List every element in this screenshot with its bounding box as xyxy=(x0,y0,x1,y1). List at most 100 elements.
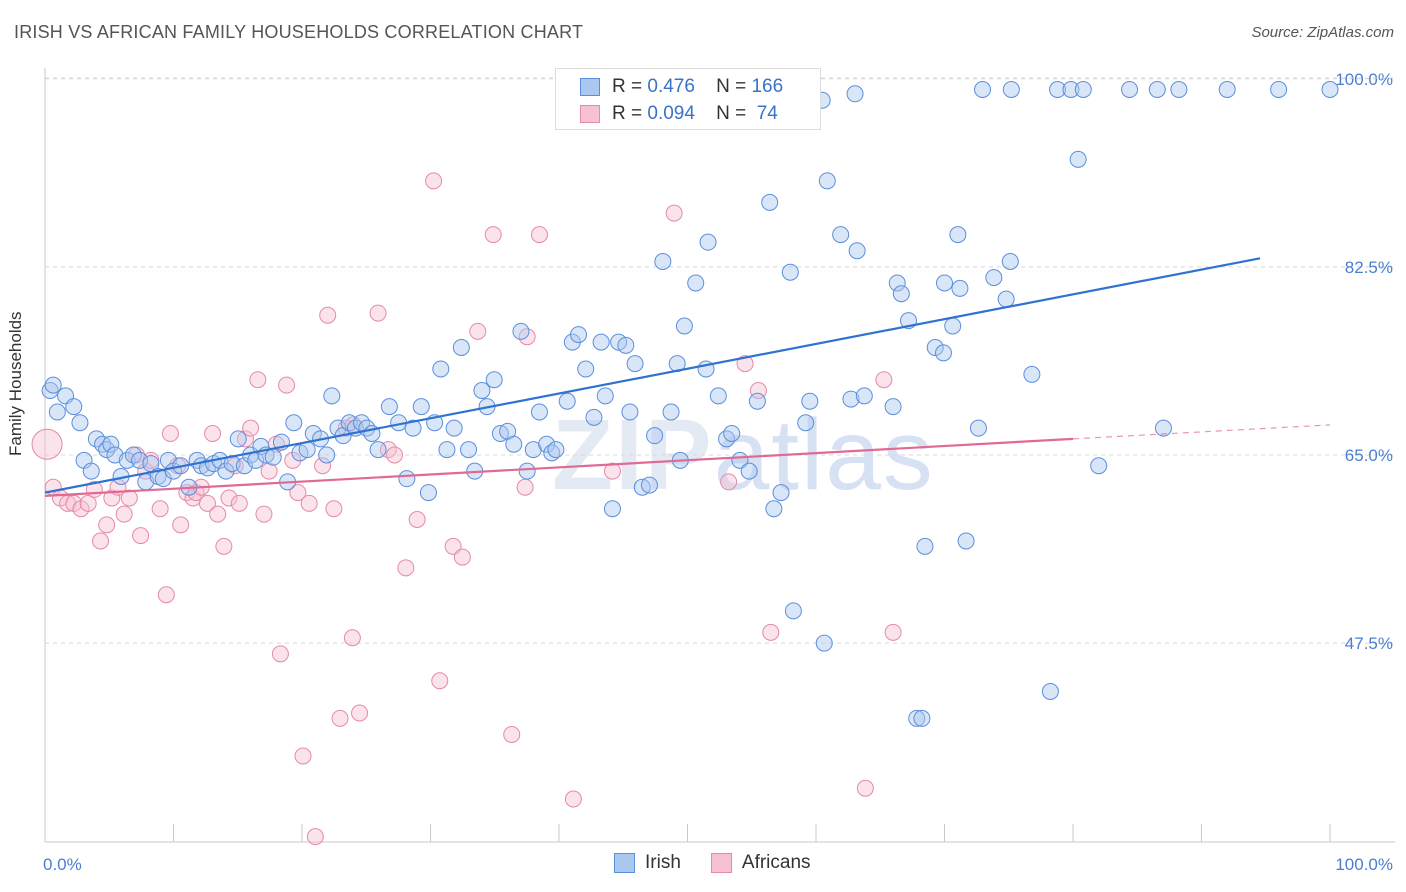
legend-label-irish: Irish xyxy=(645,852,681,873)
africans-point xyxy=(215,537,233,555)
irish-point xyxy=(102,435,120,453)
irish-point xyxy=(633,478,651,496)
africans-point xyxy=(209,505,227,523)
africans-point xyxy=(157,586,175,604)
irish-point xyxy=(41,382,59,399)
irish-point xyxy=(44,376,62,394)
irish-point xyxy=(626,355,644,373)
africans-point xyxy=(431,672,449,690)
irish-point xyxy=(1170,81,1188,98)
africans-point xyxy=(720,473,738,491)
irish-point xyxy=(646,427,664,445)
irish-point xyxy=(570,326,588,344)
africans-point xyxy=(314,457,332,475)
irish-point xyxy=(512,322,530,340)
irish-point xyxy=(848,242,866,260)
irish-point xyxy=(740,462,758,480)
irish-swatch xyxy=(580,78,600,96)
africans-point xyxy=(294,747,312,765)
source-label: Source: ZipAtlas.com xyxy=(1251,24,1394,41)
irish-point xyxy=(842,390,860,408)
irish-point xyxy=(452,339,470,356)
africans-point xyxy=(331,709,349,727)
irish-point xyxy=(718,430,736,448)
irish-point xyxy=(1041,683,1059,700)
irish-point xyxy=(974,81,992,98)
irish-point xyxy=(460,441,478,459)
chart-title: IRISH VS AFRICAN FAMILY HOUSEHOLDS CORRE… xyxy=(14,22,584,42)
irish-point xyxy=(82,462,100,480)
n-label: N = xyxy=(716,76,747,97)
irish-point xyxy=(235,457,253,475)
irish-point xyxy=(1069,150,1087,168)
africans-point xyxy=(665,204,683,222)
irish-point xyxy=(538,435,556,453)
y-tick-label: 100.0% xyxy=(1335,70,1393,89)
africans-point xyxy=(98,516,116,534)
africans-point xyxy=(306,828,324,846)
r-value-irish: 0.476 xyxy=(647,76,695,97)
africans-point xyxy=(875,371,893,389)
irish-point xyxy=(419,484,437,502)
irish-point xyxy=(518,462,536,480)
irish-point xyxy=(323,387,341,405)
irish-point xyxy=(71,414,89,432)
irish-point xyxy=(888,274,906,292)
legend-item-irish[interactable]: Irish xyxy=(614,852,681,874)
africans-point xyxy=(132,527,150,545)
irish-point xyxy=(1023,365,1041,383)
irish-point xyxy=(640,476,658,494)
irish-point xyxy=(1049,81,1067,98)
africans-point xyxy=(408,511,426,528)
irish-point xyxy=(585,408,603,426)
legend-label-africans: Africans xyxy=(741,852,811,873)
irish-point xyxy=(131,451,149,469)
y-tick-label: 82.5% xyxy=(1345,258,1393,277)
africans-point xyxy=(397,559,415,577)
legend-item-africans[interactable]: Africans xyxy=(710,852,811,874)
irish-point xyxy=(913,709,931,727)
irish-point xyxy=(369,441,387,459)
africans-point xyxy=(516,478,534,496)
irish-point xyxy=(772,484,790,502)
africans-point xyxy=(343,629,361,647)
africans-point xyxy=(249,371,267,389)
irish-point xyxy=(687,274,705,292)
irish-point xyxy=(603,500,621,518)
irish-point xyxy=(761,193,779,211)
irish-point xyxy=(285,414,303,432)
x-tick-label: 0.0% xyxy=(43,855,82,874)
irish-point xyxy=(473,382,491,399)
irish-point xyxy=(318,446,336,464)
irish-point xyxy=(380,398,398,416)
x-tick-label: 100.0% xyxy=(1335,855,1393,874)
africans-point xyxy=(453,548,471,566)
irish-point xyxy=(432,360,450,378)
irish-point xyxy=(936,274,953,292)
irish-point xyxy=(926,339,944,356)
irish-point xyxy=(621,403,639,421)
africans-point xyxy=(260,462,278,480)
africans-point xyxy=(469,322,487,340)
n-label: N = xyxy=(716,103,747,124)
y-tick-label: 47.5% xyxy=(1345,634,1393,653)
africans-point xyxy=(351,704,369,722)
irish-point xyxy=(1218,81,1236,98)
africans-trend-line xyxy=(44,437,1074,497)
africans-point xyxy=(386,446,404,464)
africans-point xyxy=(79,494,97,512)
irish-point xyxy=(765,500,783,518)
africans-point xyxy=(151,500,169,518)
irish-point xyxy=(654,253,672,270)
irish-point xyxy=(264,448,282,466)
irish-point xyxy=(65,398,83,416)
africans-point xyxy=(92,532,110,550)
irish-point xyxy=(398,470,416,488)
n-value-africans: 74 xyxy=(751,103,778,124)
africans-legend-swatch xyxy=(710,853,732,873)
irish-point xyxy=(1321,81,1339,98)
irish-point xyxy=(815,634,833,652)
irish-point xyxy=(944,317,962,335)
irish-point xyxy=(801,392,819,410)
